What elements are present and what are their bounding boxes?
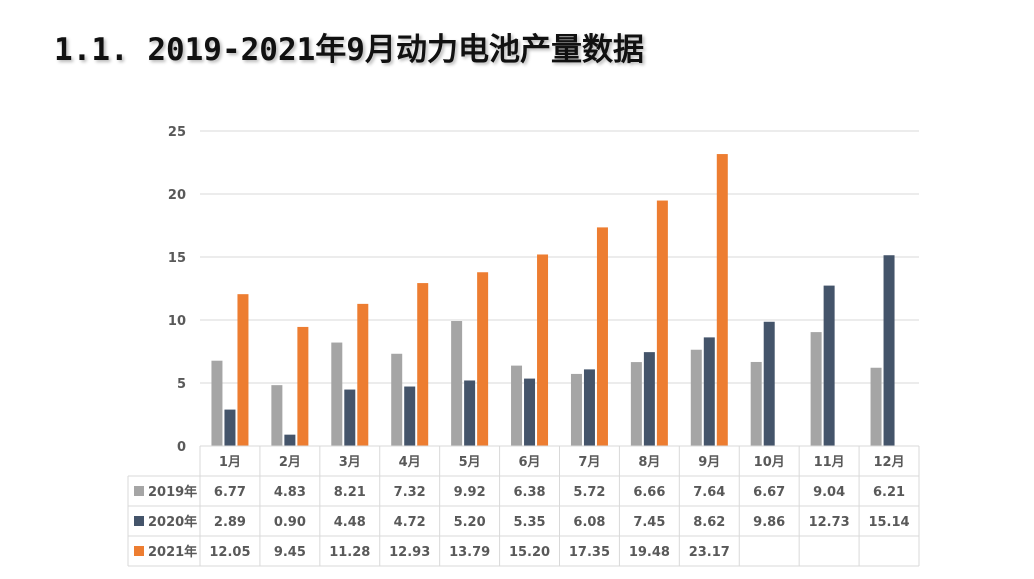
data-label: 15.20: [509, 545, 550, 560]
bar: [211, 360, 223, 446]
x-tick-label: 1月: [219, 455, 241, 470]
data-label: 4.83: [274, 485, 306, 500]
bar: [716, 154, 728, 447]
legend-label: 2021年: [148, 544, 197, 560]
x-tick-label: 2月: [279, 455, 301, 470]
bar: [284, 434, 296, 446]
bar: [511, 365, 523, 446]
bar: [690, 349, 702, 446]
bar: [477, 272, 489, 446]
x-tick-label: 9月: [698, 455, 720, 470]
data-label: 7.64: [693, 485, 725, 500]
y-tick-label: 15: [168, 251, 186, 266]
bar: [810, 332, 822, 446]
data-label: 5.72: [573, 485, 605, 500]
bar: [596, 227, 608, 446]
y-tick-label: 5: [177, 377, 186, 392]
data-label: 9.92: [454, 485, 486, 500]
bar: [703, 337, 715, 446]
bar: [404, 386, 416, 446]
x-tick-label: 8月: [638, 455, 660, 470]
y-tick-label: 25: [168, 125, 186, 140]
data-label: 8.21: [334, 485, 366, 500]
bar: [524, 378, 536, 446]
data-label: 6.66: [633, 485, 665, 500]
bar: [271, 385, 283, 446]
bars: [211, 154, 895, 447]
bar: [224, 409, 236, 446]
data-label: 5.35: [514, 515, 546, 530]
legend-swatch: [134, 486, 144, 496]
x-tick-label: 3月: [339, 455, 361, 470]
bar: [451, 321, 463, 446]
data-label: 6.08: [573, 515, 605, 530]
bar: [583, 369, 595, 446]
bar: [883, 255, 895, 446]
x-tick-label: 5月: [459, 455, 481, 470]
x-tick-label: 11月: [814, 455, 845, 470]
bar: [656, 200, 668, 446]
bar: [763, 321, 775, 446]
data-label: 6.67: [753, 485, 785, 500]
data-label: 12.05: [209, 545, 250, 560]
data-label: 9.45: [274, 545, 306, 560]
data-label: 2.89: [214, 515, 246, 530]
legend-swatch: [134, 546, 144, 556]
data-label: 13.79: [449, 545, 490, 560]
bar: [357, 303, 369, 446]
bar: [630, 362, 642, 446]
bar: [750, 361, 762, 446]
bar: [297, 326, 309, 446]
data-label: 12.93: [389, 545, 430, 560]
x-tick-label: 7月: [578, 455, 600, 470]
bar: [391, 353, 403, 446]
data-label: 6.77: [214, 485, 246, 500]
data-label: 0.90: [274, 515, 306, 530]
data-label: 7.32: [394, 485, 426, 500]
data-label: 6.38: [514, 485, 546, 500]
bar: [344, 389, 356, 446]
data-label: 11.28: [329, 545, 370, 560]
data-label: 17.35: [569, 545, 610, 560]
bar: [823, 285, 835, 446]
bar: [537, 254, 549, 446]
data-label: 19.48: [629, 545, 670, 560]
bar: [417, 283, 429, 446]
data-label: 7.45: [633, 515, 665, 530]
y-tick-label: 20: [168, 188, 186, 203]
bar: [237, 294, 249, 446]
data-label: 9.04: [813, 485, 845, 500]
data-table: 1月 2月 3月 4月 5月 6月 7月 8月 9月 10月 11月 12月 2019年 6.77 4.83…: [127, 445, 920, 567]
x-tick-label: 6月: [519, 455, 541, 470]
data-label: 8.62: [693, 515, 725, 530]
data-label: 6.21: [873, 485, 905, 500]
x-tick-label: 12月: [873, 455, 904, 470]
legend-swatch: [134, 516, 144, 526]
y-tick-label: 10: [168, 314, 186, 329]
data-label: 4.48: [334, 515, 366, 530]
y-axis: 0 5 10 15 20 25: [168, 125, 186, 455]
bar: [870, 367, 882, 446]
grid-lines: [200, 130, 919, 384]
data-label: 23.17: [689, 545, 730, 560]
bar: [643, 352, 655, 446]
data-label: 12.73: [809, 515, 850, 530]
x-tick-label: 4月: [399, 455, 421, 470]
legend-label: 2020年: [148, 514, 197, 530]
data-label: 9.86: [753, 515, 785, 530]
x-tick-label: 10月: [754, 455, 785, 470]
legend-label: 2019年: [148, 484, 197, 500]
page-title: 1.1. 2019-2021年9月动力电池产量数据: [54, 32, 644, 68]
bar: [464, 380, 476, 446]
bar: [331, 342, 343, 446]
data-label: 15.14: [868, 515, 909, 530]
bar: [570, 373, 582, 446]
data-label: 5.20: [454, 515, 486, 530]
y-tick-label: 0: [177, 440, 186, 455]
data-label: 4.72: [394, 515, 426, 530]
